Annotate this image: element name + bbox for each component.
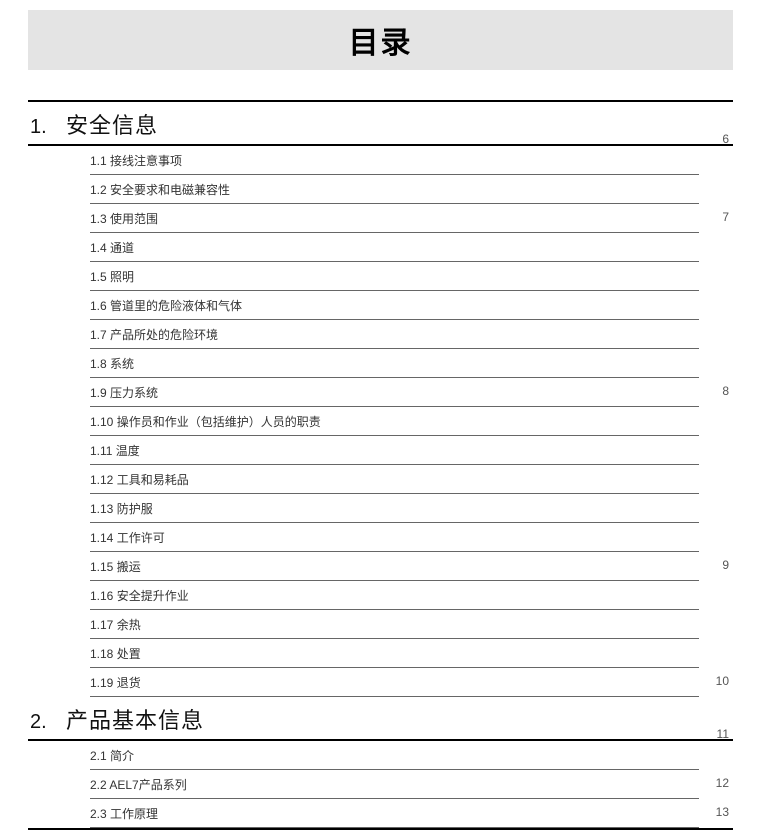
toc-sub-row: 1.17 余热 xyxy=(90,610,699,639)
toc-sub-label: 1.11 温度 xyxy=(90,442,140,459)
toc-sub-row: 2.1 简介 xyxy=(90,741,699,770)
title-bar: 目录 xyxy=(28,10,733,70)
toc-sub-label: 2.1 简介 xyxy=(90,747,134,764)
toc-sub-label: 1.18 处置 xyxy=(90,645,141,662)
toc-sub-label: 1.6 管道里的危险液体和气体 xyxy=(90,297,242,314)
page-title: 目录 xyxy=(349,27,413,60)
toc-sub-row: 1.11 温度 xyxy=(90,436,699,465)
toc-section-row: 1. 安全信息 xyxy=(28,100,733,146)
toc-sub-page: 9 xyxy=(722,558,729,572)
section-number: 1. xyxy=(28,116,66,139)
toc-sub-label: 2.3 工作原理 xyxy=(90,805,158,822)
toc-sub-row: 1.10 操作员和作业（包括维护）人员的职责 xyxy=(90,407,699,436)
toc-sub-page: 7 xyxy=(722,210,729,224)
toc-sub-row: 1.13 防护服 xyxy=(90,494,699,523)
toc-sub-page: 12 xyxy=(716,776,729,790)
toc-sub-page: 10 xyxy=(716,674,729,688)
section-number: 2. xyxy=(28,711,66,734)
toc-sub-row: 1.7 产品所处的危险环境 xyxy=(90,320,699,349)
toc-sub-label: 1.8 系统 xyxy=(90,355,134,372)
toc-sub-row: 1.3 使用范围7 xyxy=(90,204,699,233)
toc-sub-label: 2.2 AEL7产品系列 xyxy=(90,776,187,793)
toc-sub-label: 1.9 压力系统 xyxy=(90,384,158,401)
toc-sub-label: 1.2 安全要求和电磁兼容性 xyxy=(90,181,230,198)
toc-sub-label: 1.17 余热 xyxy=(90,616,141,633)
section-page: 11 xyxy=(717,727,729,741)
table-of-contents: 1. 安全信息 6 1.1 接线注意事项 1.2 安全要求和电磁兼容性 1.3 使用… xyxy=(28,100,733,830)
toc-sub-row: 1.8 系统 xyxy=(90,349,699,378)
toc-sub-label: 1.7 产品所处的危险环境 xyxy=(90,326,218,343)
toc-sub-block: 6 1.1 接线注意事项1.2 安全要求和电磁兼容性1.3 使用范围71.4 通… xyxy=(90,146,699,697)
toc-sub-row: 1.9 压力系统8 xyxy=(90,378,699,407)
toc-sub-row: 1.4 通道 xyxy=(90,233,699,262)
toc-sub-row: 1.5 照明 xyxy=(90,262,699,291)
toc-sub-label: 1.16 安全提升作业 xyxy=(90,587,189,604)
toc-sub-label: 1.19 退货 xyxy=(90,674,141,691)
toc-sub-label: 1.4 通道 xyxy=(90,239,134,256)
toc-section-row: 2. 产品基本信息 xyxy=(28,697,733,741)
toc-sub-label: 1.14 工作许可 xyxy=(90,529,165,546)
toc-sub-label: 1.15 搬运 xyxy=(90,558,141,575)
toc-sub-page: 13 xyxy=(716,805,729,819)
toc-sub-label: 1.10 操作员和作业（包括维护）人员的职责 xyxy=(90,413,321,430)
toc-sub-row: 1.2 安全要求和电磁兼容性 xyxy=(90,175,699,204)
section-title: 产品基本信息 xyxy=(66,703,733,735)
toc-sub-label: 1.5 照明 xyxy=(90,268,134,285)
page: 目录 1. 安全信息 6 1.1 接线注意事项 1.2 安全要求和电磁兼容性 1.3… xyxy=(0,10,761,830)
toc-sub-row: 2.3 工作原理13 xyxy=(90,799,699,828)
toc-sub-row: 1.12 工具和易耗品 xyxy=(90,465,699,494)
toc-sub-block: 11 2.1 简介2.2 AEL7产品系列122.3 工作原理13 xyxy=(90,741,699,828)
section-title: 安全信息 xyxy=(66,108,733,140)
toc-sub-row: 1.16 安全提升作业 xyxy=(90,581,699,610)
toc-sub-label: 1.1 接线注意事项 xyxy=(90,152,182,169)
toc-sub-row: 1.1 接线注意事项 xyxy=(90,146,699,175)
toc-sub-row: 1.14 工作许可 xyxy=(90,523,699,552)
toc-sub-label: 1.12 工具和易耗品 xyxy=(90,471,189,488)
toc-sub-row: 2.2 AEL7产品系列12 xyxy=(90,770,699,799)
toc-sub-row: 1.18 处置 xyxy=(90,639,699,668)
toc-sub-label: 1.3 使用范围 xyxy=(90,210,158,227)
section-page: 6 xyxy=(722,132,729,146)
toc-sub-row: 1.15 搬运9 xyxy=(90,552,699,581)
toc-sub-row: 1.6 管道里的危险液体和气体 xyxy=(90,291,699,320)
toc-sub-page: 8 xyxy=(722,384,729,398)
toc-sub-label: 1.13 防护服 xyxy=(90,500,153,517)
toc-sub-row: 1.19 退货10 xyxy=(90,668,699,697)
